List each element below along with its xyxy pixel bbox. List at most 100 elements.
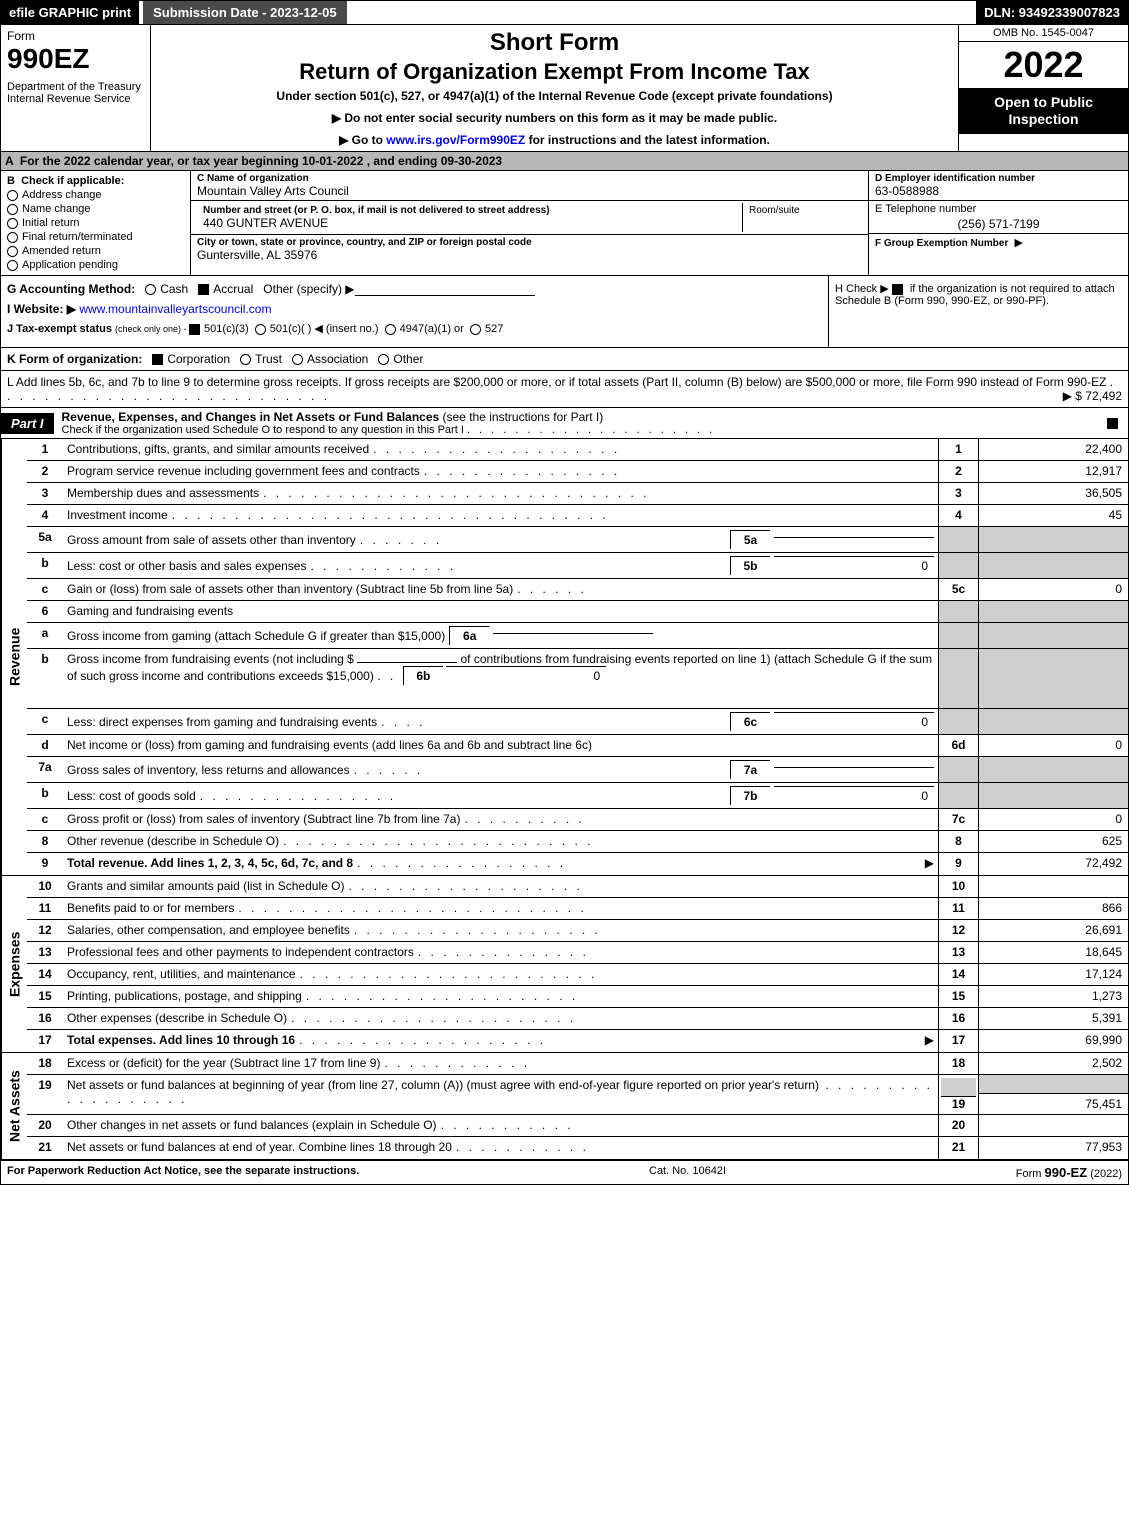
j-4947-checkbox[interactable]	[385, 324, 396, 335]
line-6a-no: a	[27, 623, 63, 648]
col-c: C Name of organization Mountain Valley A…	[191, 171, 868, 275]
j-501c3-checkbox[interactable]	[189, 324, 200, 335]
line-13-no: 13	[27, 942, 63, 963]
line-5a-no: 5a	[27, 527, 63, 552]
part1-check[interactable]	[1107, 417, 1128, 429]
b-opt-initial[interactable]: Initial return	[7, 217, 184, 229]
c-city-label: City or town, state or province, country…	[197, 237, 862, 248]
line-6b: b Gross income from fundraising events (…	[27, 649, 1128, 709]
line-13-amt: 18,645	[978, 942, 1128, 963]
e-value: (256) 571-7199	[875, 215, 1122, 231]
line-8-ref: 8	[938, 831, 978, 852]
k-other-checkbox[interactable]	[378, 354, 389, 365]
line-8-amt: 625	[978, 831, 1128, 852]
line-7c-desc-text: Gross profit or (loss) from sales of inv…	[67, 812, 460, 826]
b-opt-address[interactable]: Address change	[7, 189, 184, 201]
line-6c-ref	[938, 709, 978, 734]
line-10-no: 10	[27, 876, 63, 897]
line-2-desc-text: Program service revenue including govern…	[67, 464, 420, 478]
revenue-label: Revenue	[1, 439, 27, 875]
b-opt-initial-label: Initial return	[22, 217, 79, 229]
line-5a-amt	[978, 527, 1128, 552]
b-opt-name[interactable]: Name change	[7, 203, 184, 215]
line-2-no: 2	[27, 461, 63, 482]
h-checkbox[interactable]	[892, 284, 903, 295]
line-6a-desc-text: Gross income from gaming (attach Schedul…	[67, 629, 445, 643]
website-link[interactable]: www.mountainvalleyartscouncil.com	[79, 302, 271, 316]
line-1-no: 1	[27, 439, 63, 460]
line-10-amt	[978, 876, 1128, 897]
revenue-section: Revenue 1 Contributions, gifts, grants, …	[1, 439, 1128, 876]
f-group: F Group Exemption Number ▶	[869, 234, 1128, 251]
c-name-label: C Name of organization	[197, 173, 862, 184]
row-a: A For the 2022 calendar year, or tax yea…	[1, 152, 1128, 171]
line-9: 9 Total revenue. Add lines 1, 2, 3, 4, 5…	[27, 853, 1128, 875]
subtitle: Under section 501(c), 527, or 4947(a)(1)…	[161, 89, 948, 103]
line-8-desc-text: Other revenue (describe in Schedule O)	[67, 834, 279, 848]
line-19-amt: 75,451	[979, 1093, 1128, 1114]
form-page: efile GRAPHIC print Submission Date - 20…	[0, 0, 1129, 1185]
g-accrual-checkbox[interactable]	[198, 284, 209, 295]
line-13: 13 Professional fees and other payments …	[27, 942, 1128, 964]
b-opt-pending[interactable]: Application pending	[7, 259, 184, 271]
form-label: Form	[7, 29, 144, 43]
tax-year: 2022	[959, 42, 1128, 88]
irs-link[interactable]: www.irs.gov/Form990EZ	[386, 133, 525, 147]
line-2-desc: Program service revenue including govern…	[63, 461, 938, 482]
main-title: Return of Organization Exempt From Incom…	[161, 59, 948, 85]
line-9-ref: 9	[938, 853, 978, 875]
line-6b-blank[interactable]	[357, 662, 457, 663]
f-arrow: ▶	[1014, 237, 1022, 249]
line-17-desc-text: Total expenses. Add lines 10 through 16	[67, 1033, 295, 1047]
g-other-blank[interactable]	[355, 284, 535, 296]
c-street-cell: Number and street (or P. O. box, if mail…	[191, 201, 868, 235]
j-label: J Tax-exempt status	[7, 323, 112, 335]
line-21: 21 Net assets or fund balances at end of…	[27, 1137, 1128, 1159]
line-10: 10 Grants and similar amounts paid (list…	[27, 876, 1128, 898]
line-19-ref-wrap: 19	[938, 1075, 978, 1114]
k-corp-checkbox[interactable]	[152, 354, 163, 365]
line-13-ref: 13	[938, 942, 978, 963]
line-7a-ref	[938, 757, 978, 782]
line-17-no: 17	[27, 1030, 63, 1052]
k-assoc-checkbox[interactable]	[292, 354, 303, 365]
line-4-desc-text: Investment income	[67, 508, 168, 522]
line-15-no: 15	[27, 986, 63, 1007]
line-2-amt: 12,917	[978, 461, 1128, 482]
line-5b: b Less: cost or other basis and sales ex…	[27, 553, 1128, 579]
b-opt-amended[interactable]: Amended return	[7, 245, 184, 257]
k-trust-checkbox[interactable]	[240, 354, 251, 365]
line-6b-subval: 0	[446, 666, 606, 685]
line-3-ref: 3	[938, 483, 978, 504]
line-13-desc: Professional fees and other payments to …	[63, 942, 938, 963]
j-527-checkbox[interactable]	[470, 324, 481, 335]
j-501c-label: 501(c)( ) ◀ (insert no.)	[270, 323, 379, 335]
g-other-label: Other (specify) ▶	[263, 282, 354, 296]
g-accrual-label: Accrual	[213, 282, 253, 296]
instruction-2-pre: Go to	[352, 133, 387, 147]
line-17-amt: 69,990	[978, 1030, 1128, 1052]
line-20-ref: 20	[938, 1115, 978, 1136]
line-2-ref: 2	[938, 461, 978, 482]
b-opt-final[interactable]: Final return/terminated	[7, 231, 184, 243]
line-14-desc-text: Occupancy, rent, utilities, and maintena…	[67, 967, 296, 981]
k-assoc-label: Association	[307, 352, 368, 366]
line-17-desc: Total expenses. Add lines 10 through 16.…	[63, 1030, 938, 1052]
g-cash-checkbox[interactable]	[145, 284, 156, 295]
line-7c-ref: 7c	[938, 809, 978, 830]
netassets-section: Net Assets 18 Excess or (deficit) for th…	[1, 1053, 1128, 1161]
j-501c-checkbox[interactable]	[255, 324, 266, 335]
line-12-desc: Salaries, other compensation, and employ…	[63, 920, 938, 941]
j-501c3-label: 501(c)(3)	[204, 323, 249, 335]
efile-badge[interactable]: efile GRAPHIC print	[1, 1, 139, 24]
f-label: F Group Exemption Number	[875, 238, 1008, 249]
line-6c-desc: Less: direct expenses from gaming and fu…	[63, 709, 938, 734]
line-6c: c Less: direct expenses from gaming and …	[27, 709, 1128, 735]
line-5b-desc: Less: cost or other basis and sales expe…	[63, 553, 938, 578]
line-15-ref: 15	[938, 986, 978, 1007]
line-6c-amt	[978, 709, 1128, 734]
line-12-desc-text: Salaries, other compensation, and employ…	[67, 923, 350, 937]
line-15-amt: 1,273	[978, 986, 1128, 1007]
line-6b-desc1: Gross income from fundraising events (no…	[67, 652, 354, 666]
line-7c-desc: Gross profit or (loss) from sales of inv…	[63, 809, 938, 830]
